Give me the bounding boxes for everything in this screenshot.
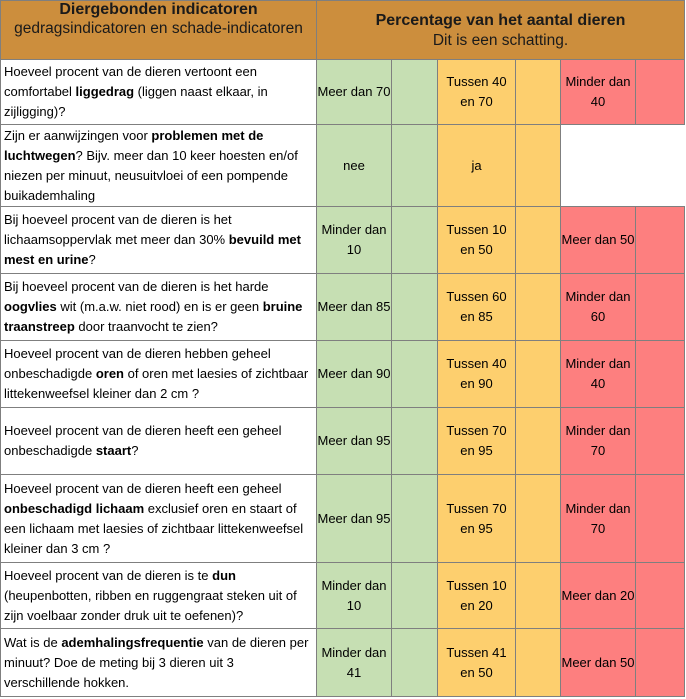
yellow-value-cell: Tussen 70 en 95 [437,474,516,563]
table-row: Hoeveel procent van de dieren is te dun … [0,562,685,629]
header-percentage-subtitle: Dit is een schatting. [432,32,569,49]
header-indicators-title: Diergebonden indicatoren [59,1,258,19]
question-cell: Zijn er aanwijzingen voor problemen met … [0,124,317,207]
header-percentage-title: Percentage van het aantal dieren [375,12,626,29]
green-value-cell: Minder dan 41 [316,628,392,697]
table-row: Hoeveel procent van de dieren heeft een … [0,474,685,563]
table-row: Wat is de ademhalingsfrequentie van de d… [0,628,685,697]
red-swatch [635,407,685,475]
yellow-swatch [515,628,561,697]
question-cell: Hoeveel procent van de dieren heeft een … [0,407,317,475]
yellow-value-cell: Tussen 40 en 70 [437,59,516,125]
green-value-cell: Meer dan 70 [316,59,392,125]
red-value-cell: Meer dan 20 [560,562,636,629]
question-cell: Hoeveel procent van de dieren heeft een … [0,474,317,563]
yellow-swatch [515,59,561,125]
question-cell: Wat is de ademhalingsfrequentie van de d… [0,628,317,697]
green-value-cell: nee [316,124,392,207]
green-swatch [391,562,438,629]
green-swatch [391,340,438,408]
yellow-value-cell: Tussen 60 en 85 [437,273,516,341]
red-value-cell: Meer dan 50 [560,206,636,274]
table-row: Hoeveel procent van de dieren heeft een … [0,407,685,475]
table-row: Bij hoeveel procent van de dieren is het… [0,273,685,341]
yellow-value-cell: Tussen 70 en 95 [437,407,516,475]
question-cell: Bij hoeveel procent van de dieren is het… [0,206,317,274]
question-cell: Hoeveel procent van de dieren is te dun … [0,562,317,629]
table-row: Hoeveel procent van de dieren hebben geh… [0,340,685,408]
red-swatch [635,206,685,274]
green-swatch [391,474,438,563]
red-value-cell: Minder dan 40 [560,59,636,125]
yellow-swatch [515,474,561,563]
table-row: Zijn er aanwijzingen voor problemen met … [0,124,685,207]
green-swatch [391,206,438,274]
green-swatch [391,124,438,207]
green-value-cell: Meer dan 95 [316,407,392,475]
question-cell: Hoeveel procent van de dieren vertoont e… [0,59,317,125]
table-row: Hoeveel procent van de dieren vertoont e… [0,59,685,125]
green-value-cell: Minder dan 10 [316,562,392,629]
green-value-cell: Minder dan 10 [316,206,392,274]
green-swatch [391,628,438,697]
header-row: Diergebonden indicatoren gedragsindicato… [0,0,685,60]
green-swatch [391,273,438,341]
red-value-cell: Minder dan 70 [560,474,636,563]
red-swatch [635,273,685,341]
question-cell: Bij hoeveel procent van de dieren is het… [0,273,317,341]
header-indicators-subtitle: gedragsindicatoren en schade-indicatoren [14,20,303,37]
red-swatch [635,628,685,697]
red-value-cell: Minder dan 60 [560,273,636,341]
red-value-cell: Meer dan 50 [560,628,636,697]
red-swatch [635,562,685,629]
yellow-value-cell: Tussen 40 en 90 [437,340,516,408]
yellow-swatch [515,124,561,207]
yellow-swatch [515,273,561,341]
yellow-value-cell: ja [437,124,516,207]
yellow-value-cell: Tussen 10 en 50 [437,206,516,274]
green-swatch [391,59,438,125]
table-row: Bij hoeveel procent van de dieren is het… [0,206,685,274]
empty-red-cell [560,124,685,207]
header-percentage: Percentage van het aantal dieren Dit is … [316,0,685,60]
red-swatch [635,340,685,408]
green-value-cell: Meer dan 95 [316,474,392,563]
red-value-cell: Minder dan 70 [560,407,636,475]
green-value-cell: Meer dan 85 [316,273,392,341]
red-value-cell: Minder dan 40 [560,340,636,408]
yellow-value-cell: Tussen 41 en 50 [437,628,516,697]
green-value-cell: Meer dan 90 [316,340,392,408]
green-swatch [391,407,438,475]
question-cell: Hoeveel procent van de dieren hebben geh… [0,340,317,408]
red-swatch [635,474,685,563]
yellow-value-cell: Tussen 10 en 20 [437,562,516,629]
yellow-swatch [515,206,561,274]
yellow-swatch [515,340,561,408]
red-swatch [635,59,685,125]
yellow-swatch [515,562,561,629]
header-indicators: Diergebonden indicatoren gedragsindicato… [0,0,317,60]
yellow-swatch [515,407,561,475]
